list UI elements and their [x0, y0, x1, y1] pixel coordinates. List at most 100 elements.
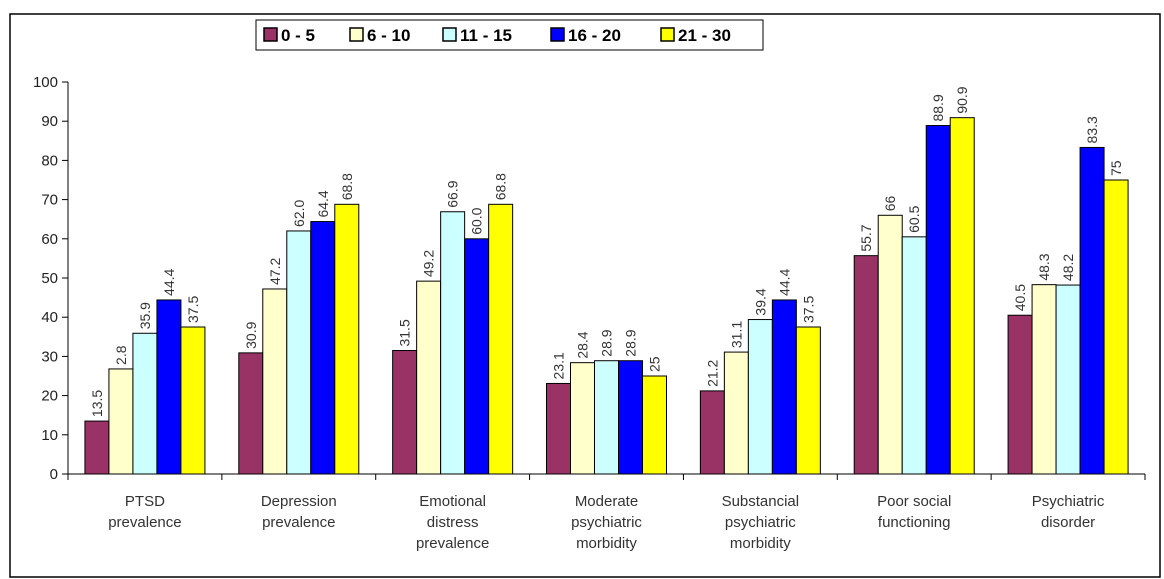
bar-value-label: 25 [647, 356, 663, 372]
x-category-label: Moderate psychiatric morbidity [571, 493, 642, 552]
bar [180, 326, 206, 475]
chart-frame [9, 13, 1161, 578]
bar [747, 319, 773, 475]
x-category-label-line: Emotional [419, 493, 486, 510]
bar [132, 332, 158, 475]
bar-value-label: 23.1 [551, 352, 567, 379]
bar [1007, 314, 1033, 475]
chart-border [9, 13, 1161, 578]
y-tick-label: 40 [41, 309, 58, 326]
bar-value-label: 62.0 [291, 199, 307, 226]
bars-group [84, 117, 1129, 475]
bar-value-label: 35.9 [137, 302, 153, 329]
x-category-label-line: Psychiatric [1032, 493, 1105, 510]
bar [310, 221, 336, 475]
bar-value-label: 48.2 [1060, 254, 1076, 281]
bar [925, 125, 951, 475]
x-category-label-line: Moderate [575, 493, 638, 510]
bar [238, 352, 264, 475]
bar [570, 362, 595, 475]
bar-value-label: 44.4 [161, 268, 177, 295]
bar [642, 375, 667, 475]
bar [877, 214, 903, 475]
legend-swatch [263, 27, 278, 42]
bar-value-label: 66 [882, 195, 898, 211]
bar-value-label: 31.1 [728, 321, 744, 348]
bar [392, 350, 418, 475]
x-category-label-line: morbidity [576, 535, 637, 552]
x-category-label-line: PTSD [125, 493, 165, 510]
legend-entry-label: 21 - 30 [678, 26, 731, 45]
bar-value-label: 60.0 [469, 207, 485, 234]
bar [853, 255, 879, 475]
bar-value-label: 49.2 [421, 250, 437, 277]
y-tick-label: 10 [41, 427, 58, 444]
y-tick-label: 70 [41, 192, 58, 209]
y-tick-label: 30 [41, 348, 58, 365]
x-category-label-line: Substancial [722, 493, 800, 510]
bar [156, 299, 182, 475]
bar [771, 299, 797, 475]
bar-value-label: 2.8 [113, 345, 129, 365]
x-category-label-line: Depression [261, 493, 337, 510]
bar-value-label: 37.5 [800, 296, 816, 323]
x-category-label-line: prevalence [416, 535, 489, 552]
data-labels-group: 13.5 30.9 31.5 23.1 21.2 55.7 40.5 2.8 47.2 49.2 2… [89, 86, 1124, 417]
bar-value-label: 21.2 [704, 359, 720, 386]
bar [594, 360, 619, 475]
bar-value-label: 44.4 [776, 268, 792, 295]
legend-box [255, 19, 764, 51]
bar-value-label: 68.8 [493, 173, 509, 200]
x-category-label-line: Poor social [877, 493, 951, 510]
bar [464, 238, 490, 475]
legend-entry-label: 11 - 15 [460, 26, 512, 45]
legend-entry-label: 16 - 20 [568, 26, 621, 45]
bar [440, 211, 466, 475]
bar-value-label: 47.2 [267, 258, 283, 285]
x-category-label-line: disorder [1041, 514, 1095, 531]
x-category-label: Poor social functioning [877, 493, 951, 531]
legend-entry-label: 6 - 10 [367, 26, 410, 45]
bar [416, 280, 442, 475]
x-category-label-line: distress [427, 514, 479, 531]
bar-value-label: 64.4 [315, 190, 331, 217]
y-tick-label: 60 [41, 231, 58, 248]
bar-value-label: 28.4 [575, 331, 591, 358]
bar-value-label: 39.4 [752, 288, 768, 315]
x-category-label: Emotional distress prevalence [416, 493, 489, 552]
y-tick-label: 0 [50, 466, 58, 483]
x-category-label: Substancial psychiatric morbidity [722, 493, 800, 552]
bar-value-label: 28.9 [623, 329, 639, 356]
bar [108, 368, 134, 475]
bar [334, 203, 360, 475]
bar-value-label: 83.3 [1084, 116, 1100, 143]
legend-swatch [442, 27, 457, 42]
x-category-label-line: prevalence [108, 514, 181, 531]
bar [84, 420, 110, 475]
bar-value-label: 68.8 [339, 173, 355, 200]
bar [546, 382, 571, 475]
bar [1079, 146, 1105, 475]
bar [901, 236, 927, 475]
bar [488, 203, 514, 475]
y-tick-label: 50 [41, 270, 58, 287]
bar-value-label: 13.5 [89, 390, 105, 417]
bar-value-label: 37.5 [185, 296, 201, 323]
legend-swatch [349, 27, 364, 42]
bar [262, 288, 288, 475]
bar-value-label: 66.9 [445, 180, 461, 207]
legend: 0 - 5 6 - 10 11 - 15 16 - 20 21 - 30 [255, 19, 764, 51]
x-category-label-line: psychiatric [571, 514, 642, 531]
y-tick-label: 20 [41, 388, 58, 405]
x-category-label-line: psychiatric [725, 514, 796, 531]
bar [699, 390, 725, 475]
bar [723, 351, 749, 475]
bar [1055, 284, 1081, 475]
y-tick-label: 80 [41, 152, 58, 169]
bar [1031, 284, 1057, 475]
bar-value-label: 88.9 [930, 94, 946, 121]
bar-value-label: 90.9 [954, 86, 970, 113]
bar-value-label: 55.7 [858, 224, 874, 251]
